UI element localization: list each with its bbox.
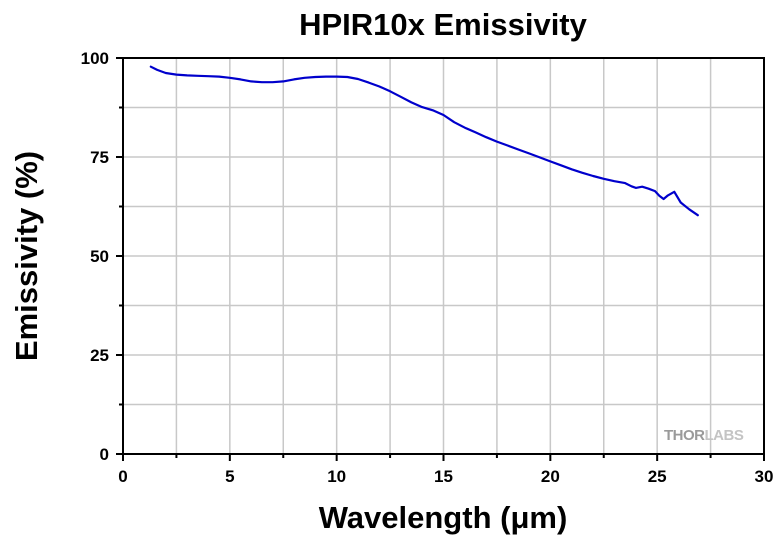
x-tick-label: 25 — [648, 467, 667, 486]
x-tick-label: 20 — [541, 467, 560, 486]
x-tick-label: 5 — [225, 467, 234, 486]
x-tick-label: 30 — [755, 467, 774, 486]
x-tick-label: 15 — [434, 467, 453, 486]
y-tick-label: 0 — [100, 445, 109, 464]
series-layer — [149, 65, 699, 217]
watermark-labs: LABS — [705, 427, 744, 444]
watermark-thor: THOR — [664, 427, 705, 444]
x-tick-label: 10 — [327, 467, 346, 486]
x-tick-label: 0 — [118, 467, 127, 486]
thorlabs-watermark: THORLABS — [664, 427, 744, 444]
chart-title: HPIR10x Emissivity — [299, 7, 588, 42]
y-tick-label: 50 — [90, 247, 109, 266]
y-tick-label: 25 — [90, 346, 109, 365]
grid-lines — [123, 58, 764, 454]
y-tick-label: 75 — [90, 148, 109, 167]
y-axis-label: Emissivity (%) — [9, 151, 44, 361]
axis-ticks — [116, 57, 765, 461]
emissivity-series-line — [149, 65, 699, 217]
y-tick-labels: 0 25 50 75 100 — [81, 49, 109, 464]
x-axis-label: Wavelength (μm) — [319, 500, 568, 535]
y-tick-label: 100 — [81, 49, 109, 68]
x-tick-labels: 0 5 10 15 20 25 30 — [118, 467, 773, 486]
svg-text:THORLABS: THORLABS — [664, 427, 744, 444]
